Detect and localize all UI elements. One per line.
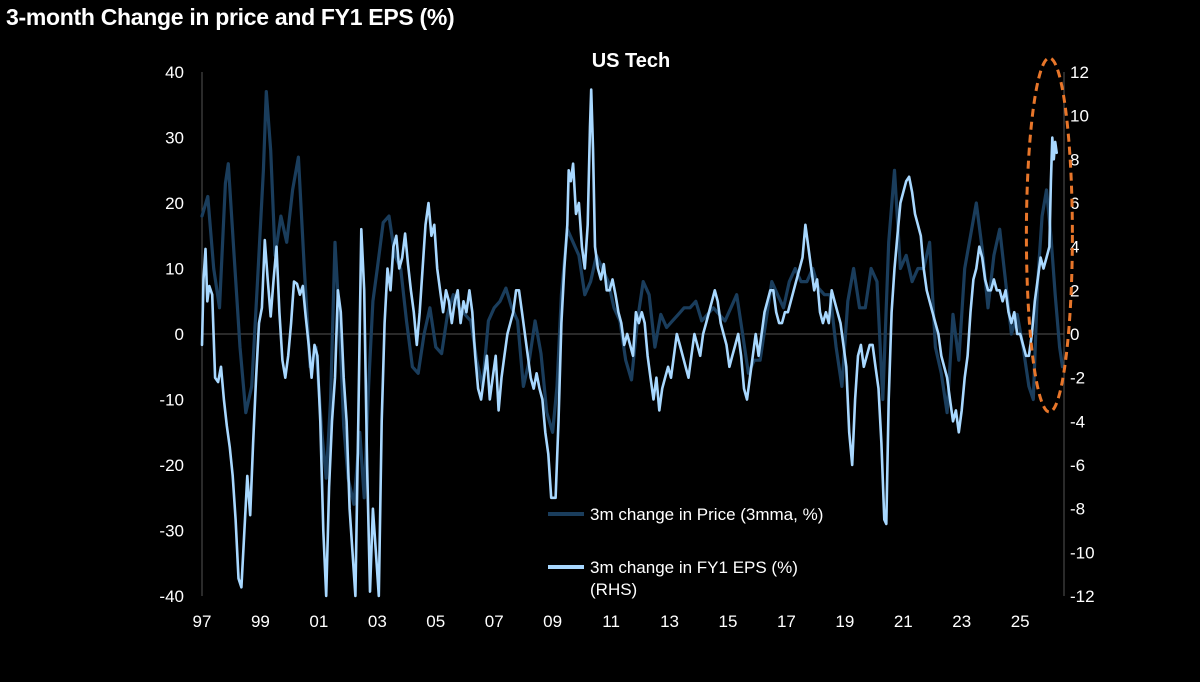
y-left-tick-label: -10 [159,391,184,410]
y-left-tick-label: 20 [165,194,184,213]
y-left-tick-label: -20 [159,456,184,475]
y-right-tick-label: -10 [1070,543,1095,562]
y-right-tick-label: -6 [1070,456,1085,475]
legend: 3m change in Price (3mma, %) 3m change i… [548,505,823,599]
legend-label-price: 3m change in Price (3mma, %) [590,505,823,524]
y-right-tick-label: 2 [1070,281,1079,300]
x-tick-label: 25 [1011,612,1030,631]
y-right-tick-label: 12 [1070,63,1089,82]
x-tick-label: 07 [485,612,504,631]
x-tick-label: 11 [602,612,620,631]
y-left-tick-label: 10 [165,260,184,279]
x-tick-label: 23 [952,612,971,631]
y-right-tick-label: 10 [1070,107,1089,126]
annotation-layer [1024,56,1074,414]
x-tick-label: 99 [251,612,270,631]
axes: 403020100-10-20-30-40121086420-2-4-6-8-1… [159,63,1094,631]
series-layer [200,88,1065,598]
legend-label-eps: 3m change in FY1 EPS (%) [590,558,798,577]
y-right-tick-label: -8 [1070,500,1085,519]
legend-label-eps-line2: (RHS) [590,580,637,599]
y-right-tick-label: -2 [1070,369,1085,388]
y-right-tick-label: 4 [1070,238,1079,257]
x-tick-label: 21 [894,612,913,631]
chart-title: US Tech [592,50,671,72]
series-line-eps [200,88,1058,598]
page-title: 3-month Change in price and FY1 EPS (%) [6,4,455,30]
x-tick-label: 15 [719,612,738,631]
x-tick-label: 17 [777,612,796,631]
highlight-ellipse [1024,56,1074,414]
x-tick-label: 05 [426,612,445,631]
y-right-tick-label: 8 [1070,150,1079,169]
y-right-tick-label: 0 [1070,325,1079,344]
y-left-tick-label: 0 [175,325,184,344]
x-tick-label: 03 [368,612,387,631]
y-right-tick-label: -4 [1070,412,1085,431]
x-tick-label: 01 [309,612,328,631]
y-right-tick-label: 6 [1070,194,1079,213]
x-tick-label: 09 [543,612,562,631]
x-tick-label: 97 [193,612,212,631]
x-tick-label: 13 [660,612,679,631]
y-left-tick-label: -30 [159,522,184,541]
x-tick-label: 19 [835,612,854,631]
y-left-tick-label: -40 [159,587,184,606]
y-left-tick-label: 30 [165,129,184,148]
y-left-tick-label: 40 [165,63,184,82]
y-right-tick-label: -12 [1070,587,1095,606]
